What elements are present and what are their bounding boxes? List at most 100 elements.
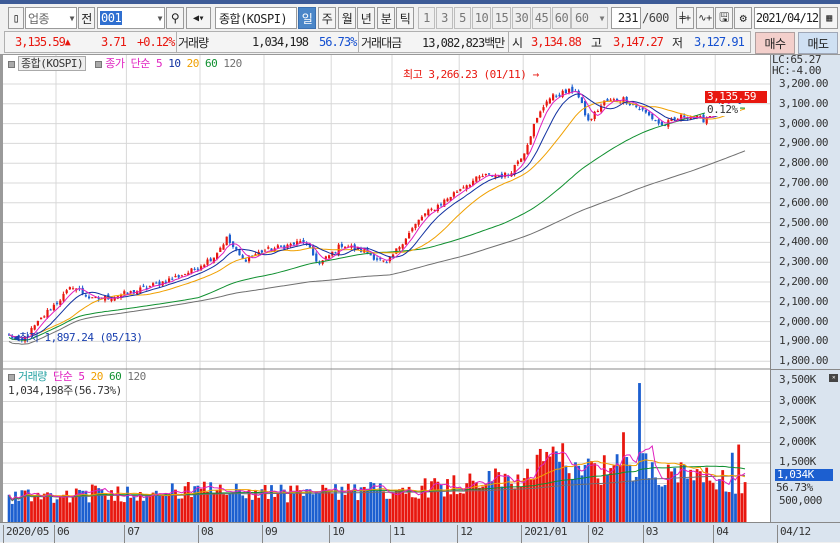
candle-body [52, 304, 55, 311]
volume-bar [318, 493, 321, 523]
interval-3[interactable]: 3 [436, 7, 453, 29]
code-input[interactable]: 001 ▼ [97, 7, 165, 29]
volume-bar [554, 451, 558, 523]
volume-pct: 56.73% [319, 35, 357, 49]
volume-bar [586, 458, 590, 523]
candle-body [369, 253, 372, 256]
price-axis-label: 1,800.00 [779, 354, 828, 368]
candle-body [593, 111, 596, 120]
date-axis-label: 10 [329, 525, 345, 543]
candle-body [289, 243, 292, 246]
volume-bar [663, 485, 667, 523]
legend-ma60[interactable]: 60 [204, 57, 218, 70]
interval-30[interactable]: 30 [512, 7, 531, 29]
volume-bar [593, 463, 597, 523]
volume-bar [270, 485, 273, 523]
volume-bar [644, 453, 648, 523]
legend-ma120[interactable]: 120 [223, 57, 242, 70]
candle-body [68, 287, 71, 290]
date-input[interactable]: 2021/04/12 [754, 7, 820, 29]
period-tick[interactable]: 틱 [396, 7, 414, 29]
candle-body [532, 123, 535, 137]
gear-icon[interactable]: ⚙ [734, 7, 752, 29]
volume-bar [100, 489, 104, 523]
candle-settings-icon[interactable]: ╪+ [676, 7, 694, 29]
date-axis-label: 08 [198, 525, 214, 543]
collapse-icon[interactable]: ✕ [829, 374, 838, 382]
candle-body [324, 256, 327, 259]
volume-bar [398, 489, 401, 523]
interval-select[interactable]: 60 ▼ [571, 7, 608, 29]
save-icon[interactable]: 🖫 [715, 7, 733, 29]
interval-15[interactable]: 15 [492, 7, 511, 29]
candle-body [46, 309, 49, 318]
add-indicator-icon[interactable]: ∿+ [696, 7, 714, 29]
candle-body [129, 291, 132, 293]
candle-body [315, 253, 318, 262]
legend-volume[interactable]: 거래량 [18, 370, 47, 383]
price-axis[interactable]: LC:65.27 HC:-4.00 3,200.00 3,100.00 3,000.… [770, 54, 840, 523]
interval-45[interactable]: 45 [532, 7, 551, 29]
volume-value: 1,034,198 [252, 35, 309, 49]
legend-ma5[interactable]: 종가 단순 5 [105, 57, 163, 70]
chevron-down-icon: ▼ [69, 13, 75, 23]
calendar-icon[interactable]: ▦ [820, 7, 838, 29]
volume-bar [471, 480, 475, 523]
volume-bar [458, 492, 462, 523]
price-axis-label: 3,200.00 [779, 77, 828, 90]
market-type-value: 업종 [28, 11, 50, 26]
volume-bar [126, 486, 129, 523]
bar-count-input[interactable]: 231 [611, 7, 641, 29]
price-axis-label: 1,900.00 [779, 334, 828, 348]
market-type-select[interactable]: 업종 ▼ [25, 7, 77, 29]
candle-body [494, 175, 497, 178]
legend-vol-ma120[interactable]: 120 [127, 370, 146, 383]
chevron-down-icon: ▼ [157, 13, 163, 23]
candle-body [283, 245, 286, 250]
interval-1[interactable]: 1 [418, 7, 435, 29]
period-year[interactable]: 년 [357, 7, 375, 29]
candle-body [440, 204, 443, 206]
interval-60[interactable]: 60 [552, 7, 571, 29]
candle-body [664, 124, 667, 126]
volume-bar [494, 468, 497, 523]
interval-10[interactable]: 10 [472, 7, 491, 29]
candle-body [126, 292, 129, 294]
legend-series-name[interactable]: 종합(KOSPI) [18, 56, 87, 71]
candle-body [152, 283, 155, 286]
legend-ma20[interactable]: 20 [186, 57, 200, 70]
legend-vol-ma60[interactable]: 60 [109, 370, 122, 383]
legend-vol-ma5[interactable]: 단순 5 [53, 370, 85, 383]
volume-bar [372, 483, 376, 523]
volume-bar [378, 483, 382, 523]
current-price: 3,135.59 ▲ [15, 31, 71, 53]
candle-body [670, 118, 673, 122]
volume-bar [660, 486, 664, 523]
period-day[interactable]: 일 [298, 7, 316, 29]
volume-bar [234, 483, 238, 523]
chart-plot[interactable]: 종합(KOSPI) 종가 단순 5 10 20 60 120 최고 3,266.… [0, 55, 770, 523]
date-axis-label: 06 [54, 525, 70, 543]
prev-button[interactable]: 전 [78, 7, 95, 29]
legend-vol-ma20[interactable]: 20 [90, 370, 104, 383]
panel-toggle-icon[interactable]: ▯ [8, 7, 24, 29]
chart-canvas[interactable] [3, 55, 770, 523]
search-icon[interactable]: ⚲ [166, 7, 184, 29]
volume-bar [266, 498, 270, 523]
interval-5[interactable]: 5 [454, 7, 471, 29]
legend-ma10[interactable]: 10 [168, 57, 181, 70]
volume-bar [519, 486, 523, 523]
volume-bar [58, 496, 62, 523]
volume-bar [94, 485, 97, 523]
period-minute[interactable]: 분 [377, 7, 395, 29]
period-week[interactable]: 주 [318, 7, 336, 29]
period-month[interactable]: 월 [338, 7, 356, 29]
volume-axis-label: 2,500K [779, 414, 816, 427]
speaker-icon[interactable]: ◀▾ [186, 7, 211, 29]
buy-button[interactable]: 매수 [755, 32, 795, 54]
sell-button[interactable]: 매도 [798, 32, 838, 54]
price-axis-label: 2,700.00 [779, 176, 828, 189]
volume-bar [362, 486, 366, 523]
chart-area[interactable]: 종합(KOSPI) 종가 단순 5 10 20 60 120 최고 3,266.… [0, 54, 840, 523]
divider [508, 31, 509, 53]
